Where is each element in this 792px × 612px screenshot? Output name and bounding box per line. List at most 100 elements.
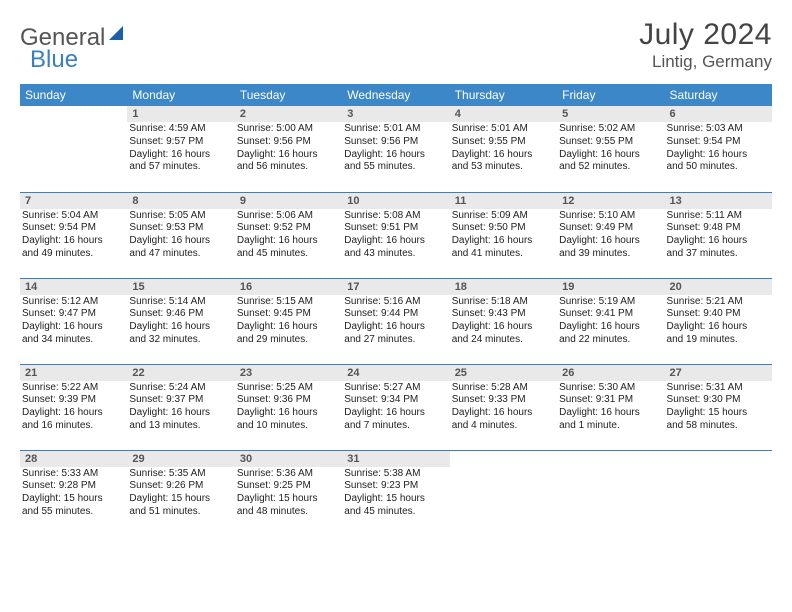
sunset-text: Sunset: 9:56 PM bbox=[237, 136, 338, 149]
sunset-text: Sunset: 9:53 PM bbox=[129, 222, 230, 235]
sunset-text: Sunset: 9:57 PM bbox=[129, 136, 230, 149]
sunrise-text: Sunrise: 5:04 AM bbox=[22, 210, 123, 223]
sunrise-text: Sunrise: 5:30 AM bbox=[559, 382, 660, 395]
day-info: Sunrise: 5:35 AMSunset: 9:26 PMDaylight:… bbox=[127, 468, 234, 521]
daylight-line2: and 13 minutes. bbox=[129, 420, 230, 433]
daylight-line1: Daylight: 16 hours bbox=[344, 149, 445, 162]
daylight-line2: and 29 minutes. bbox=[237, 334, 338, 347]
daylight-line1: Daylight: 16 hours bbox=[237, 321, 338, 334]
daylight-line2: and 24 minutes. bbox=[452, 334, 553, 347]
sunrise-text: Sunrise: 5:21 AM bbox=[667, 296, 768, 309]
sunset-text: Sunset: 9:51 PM bbox=[344, 222, 445, 235]
day-info: Sunrise: 5:24 AMSunset: 9:37 PMDaylight:… bbox=[127, 382, 234, 435]
day-info: Sunrise: 5:12 AMSunset: 9:47 PMDaylight:… bbox=[20, 296, 127, 349]
sunset-text: Sunset: 9:52 PM bbox=[237, 222, 338, 235]
daylight-line1: Daylight: 16 hours bbox=[667, 321, 768, 334]
day-info: Sunrise: 5:14 AMSunset: 9:46 PMDaylight:… bbox=[127, 296, 234, 349]
day-number: 26 bbox=[557, 365, 664, 381]
day-cell: 18Sunrise: 5:18 AMSunset: 9:43 PMDayligh… bbox=[450, 278, 557, 364]
sunset-text: Sunset: 9:40 PM bbox=[667, 308, 768, 321]
day-info: Sunrise: 5:33 AMSunset: 9:28 PMDaylight:… bbox=[20, 468, 127, 521]
sunrise-text: Sunrise: 5:06 AM bbox=[237, 210, 338, 223]
weekday-header-row: Sunday Monday Tuesday Wednesday Thursday… bbox=[20, 84, 772, 106]
day-info: Sunrise: 5:04 AMSunset: 9:54 PMDaylight:… bbox=[20, 210, 127, 263]
sunrise-text: Sunrise: 5:24 AM bbox=[129, 382, 230, 395]
day-info: Sunrise: 5:00 AMSunset: 9:56 PMDaylight:… bbox=[235, 123, 342, 176]
day-number: 1 bbox=[127, 106, 234, 122]
day-info: Sunrise: 5:16 AMSunset: 9:44 PMDaylight:… bbox=[342, 296, 449, 349]
daylight-line2: and 22 minutes. bbox=[559, 334, 660, 347]
sunrise-text: Sunrise: 5:35 AM bbox=[129, 468, 230, 481]
day-info: Sunrise: 4:59 AMSunset: 9:57 PMDaylight:… bbox=[127, 123, 234, 176]
daylight-line2: and 49 minutes. bbox=[22, 248, 123, 261]
sunrise-text: Sunrise: 5:08 AM bbox=[344, 210, 445, 223]
sunrise-text: Sunrise: 5:02 AM bbox=[559, 123, 660, 136]
daylight-line1: Daylight: 16 hours bbox=[559, 321, 660, 334]
header: General July 2024 Lintig, Germany bbox=[20, 18, 772, 72]
day-info: Sunrise: 5:05 AMSunset: 9:53 PMDaylight:… bbox=[127, 210, 234, 263]
daylight-line1: Daylight: 15 hours bbox=[22, 493, 123, 506]
sunrise-text: Sunrise: 5:16 AM bbox=[344, 296, 445, 309]
sunrise-text: Sunrise: 5:01 AM bbox=[344, 123, 445, 136]
day-info: Sunrise: 5:15 AMSunset: 9:45 PMDaylight:… bbox=[235, 296, 342, 349]
sunset-text: Sunset: 9:50 PM bbox=[452, 222, 553, 235]
day-number: 10 bbox=[342, 193, 449, 209]
daylight-line1: Daylight: 16 hours bbox=[667, 149, 768, 162]
day-info: Sunrise: 5:19 AMSunset: 9:41 PMDaylight:… bbox=[557, 296, 664, 349]
sunset-text: Sunset: 9:55 PM bbox=[452, 136, 553, 149]
day-info: Sunrise: 5:02 AMSunset: 9:55 PMDaylight:… bbox=[557, 123, 664, 176]
sunset-text: Sunset: 9:34 PM bbox=[344, 394, 445, 407]
daylight-line1: Daylight: 16 hours bbox=[22, 235, 123, 248]
daylight-line2: and 50 minutes. bbox=[667, 161, 768, 174]
weekday-monday: Monday bbox=[127, 84, 234, 106]
daylight-line1: Daylight: 16 hours bbox=[452, 235, 553, 248]
day-info: Sunrise: 5:09 AMSunset: 9:50 PMDaylight:… bbox=[450, 210, 557, 263]
day-number: 12 bbox=[557, 193, 664, 209]
day-info: Sunrise: 5:06 AMSunset: 9:52 PMDaylight:… bbox=[235, 210, 342, 263]
sunrise-text: Sunrise: 5:36 AM bbox=[237, 468, 338, 481]
day-cell bbox=[20, 106, 127, 192]
day-cell: 7Sunrise: 5:04 AMSunset: 9:54 PMDaylight… bbox=[20, 192, 127, 278]
daylight-line2: and 27 minutes. bbox=[344, 334, 445, 347]
sunset-text: Sunset: 9:33 PM bbox=[452, 394, 553, 407]
day-number: 13 bbox=[665, 193, 772, 209]
daylight-line2: and 45 minutes. bbox=[344, 506, 445, 519]
day-cell: 6Sunrise: 5:03 AMSunset: 9:54 PMDaylight… bbox=[665, 106, 772, 192]
day-info: Sunrise: 5:01 AMSunset: 9:55 PMDaylight:… bbox=[450, 123, 557, 176]
day-info: Sunrise: 5:10 AMSunset: 9:49 PMDaylight:… bbox=[557, 210, 664, 263]
sunset-text: Sunset: 9:45 PM bbox=[237, 308, 338, 321]
daylight-line2: and 41 minutes. bbox=[452, 248, 553, 261]
daylight-line2: and 32 minutes. bbox=[129, 334, 230, 347]
daylight-line1: Daylight: 15 hours bbox=[129, 493, 230, 506]
logo-text-2: Blue bbox=[30, 46, 78, 74]
daylight-line1: Daylight: 16 hours bbox=[344, 321, 445, 334]
daylight-line2: and 55 minutes. bbox=[22, 506, 123, 519]
day-info: Sunrise: 5:22 AMSunset: 9:39 PMDaylight:… bbox=[20, 382, 127, 435]
sunrise-text: Sunrise: 5:22 AM bbox=[22, 382, 123, 395]
week-row: 14Sunrise: 5:12 AMSunset: 9:47 PMDayligh… bbox=[20, 278, 772, 364]
day-info: Sunrise: 5:38 AMSunset: 9:23 PMDaylight:… bbox=[342, 468, 449, 521]
day-cell: 11Sunrise: 5:09 AMSunset: 9:50 PMDayligh… bbox=[450, 192, 557, 278]
day-number: 28 bbox=[20, 451, 127, 467]
daylight-line2: and 37 minutes. bbox=[667, 248, 768, 261]
sunset-text: Sunset: 9:26 PM bbox=[129, 480, 230, 493]
day-cell: 9Sunrise: 5:06 AMSunset: 9:52 PMDaylight… bbox=[235, 192, 342, 278]
daylight-line1: Daylight: 16 hours bbox=[452, 149, 553, 162]
daylight-line2: and 55 minutes. bbox=[344, 161, 445, 174]
daylight-line1: Daylight: 15 hours bbox=[344, 493, 445, 506]
sunrise-text: Sunrise: 5:19 AM bbox=[559, 296, 660, 309]
day-cell: 5Sunrise: 5:02 AMSunset: 9:55 PMDaylight… bbox=[557, 106, 664, 192]
day-info: Sunrise: 5:18 AMSunset: 9:43 PMDaylight:… bbox=[450, 296, 557, 349]
day-number: 21 bbox=[20, 365, 127, 381]
day-number: 20 bbox=[665, 279, 772, 295]
daylight-line2: and 1 minute. bbox=[559, 420, 660, 433]
day-number: 16 bbox=[235, 279, 342, 295]
day-info: Sunrise: 5:21 AMSunset: 9:40 PMDaylight:… bbox=[665, 296, 772, 349]
day-info: Sunrise: 5:30 AMSunset: 9:31 PMDaylight:… bbox=[557, 382, 664, 435]
daylight-line1: Daylight: 16 hours bbox=[237, 235, 338, 248]
sunset-text: Sunset: 9:31 PM bbox=[559, 394, 660, 407]
sunrise-text: Sunrise: 5:38 AM bbox=[344, 468, 445, 481]
day-info: Sunrise: 5:11 AMSunset: 9:48 PMDaylight:… bbox=[665, 210, 772, 263]
sunrise-text: Sunrise: 5:10 AM bbox=[559, 210, 660, 223]
daylight-line1: Daylight: 15 hours bbox=[237, 493, 338, 506]
